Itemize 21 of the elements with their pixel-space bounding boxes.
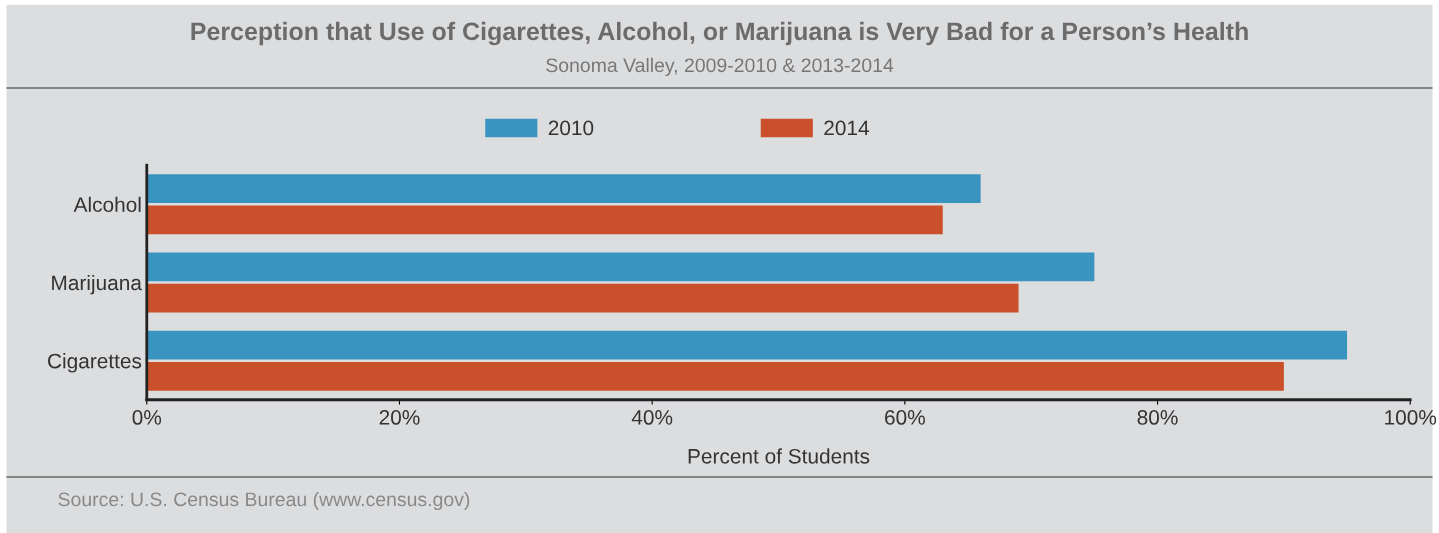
x-tick-label: 60% xyxy=(885,410,925,425)
x-axis-title: Percent of Students xyxy=(688,448,870,464)
chart-title: Perception that Use of Cigarettes, Alcohol, or Marijuana is Very Bad for a Person’s Health xyxy=(191,21,1248,46)
source-note: Source: U.S. Census Bureau (www.census.gov) xyxy=(58,491,470,511)
legend-label: 2010 xyxy=(548,120,594,136)
chart-subtitle: Sonoma Valley, 2009-2010 & 2013-2014 xyxy=(546,57,894,76)
bar xyxy=(146,283,1019,313)
bar xyxy=(146,174,981,204)
x-tick-label: 100% xyxy=(1385,410,1437,425)
x-tick-label: 40% xyxy=(631,410,673,425)
bar xyxy=(146,361,1284,391)
x-tick-label: 20% xyxy=(379,410,420,425)
bar xyxy=(146,205,943,235)
legend-label: 2014 xyxy=(824,120,869,136)
x-tick-label: 0% xyxy=(132,410,162,425)
y-tick-label: Cigarettes xyxy=(48,353,142,373)
bar xyxy=(146,252,1095,282)
x-tick-label: 80% xyxy=(1137,410,1178,425)
y-tick-label: Marijuana xyxy=(52,274,142,295)
bar xyxy=(146,330,1348,360)
y-tick-label: Alcohol xyxy=(73,196,141,213)
